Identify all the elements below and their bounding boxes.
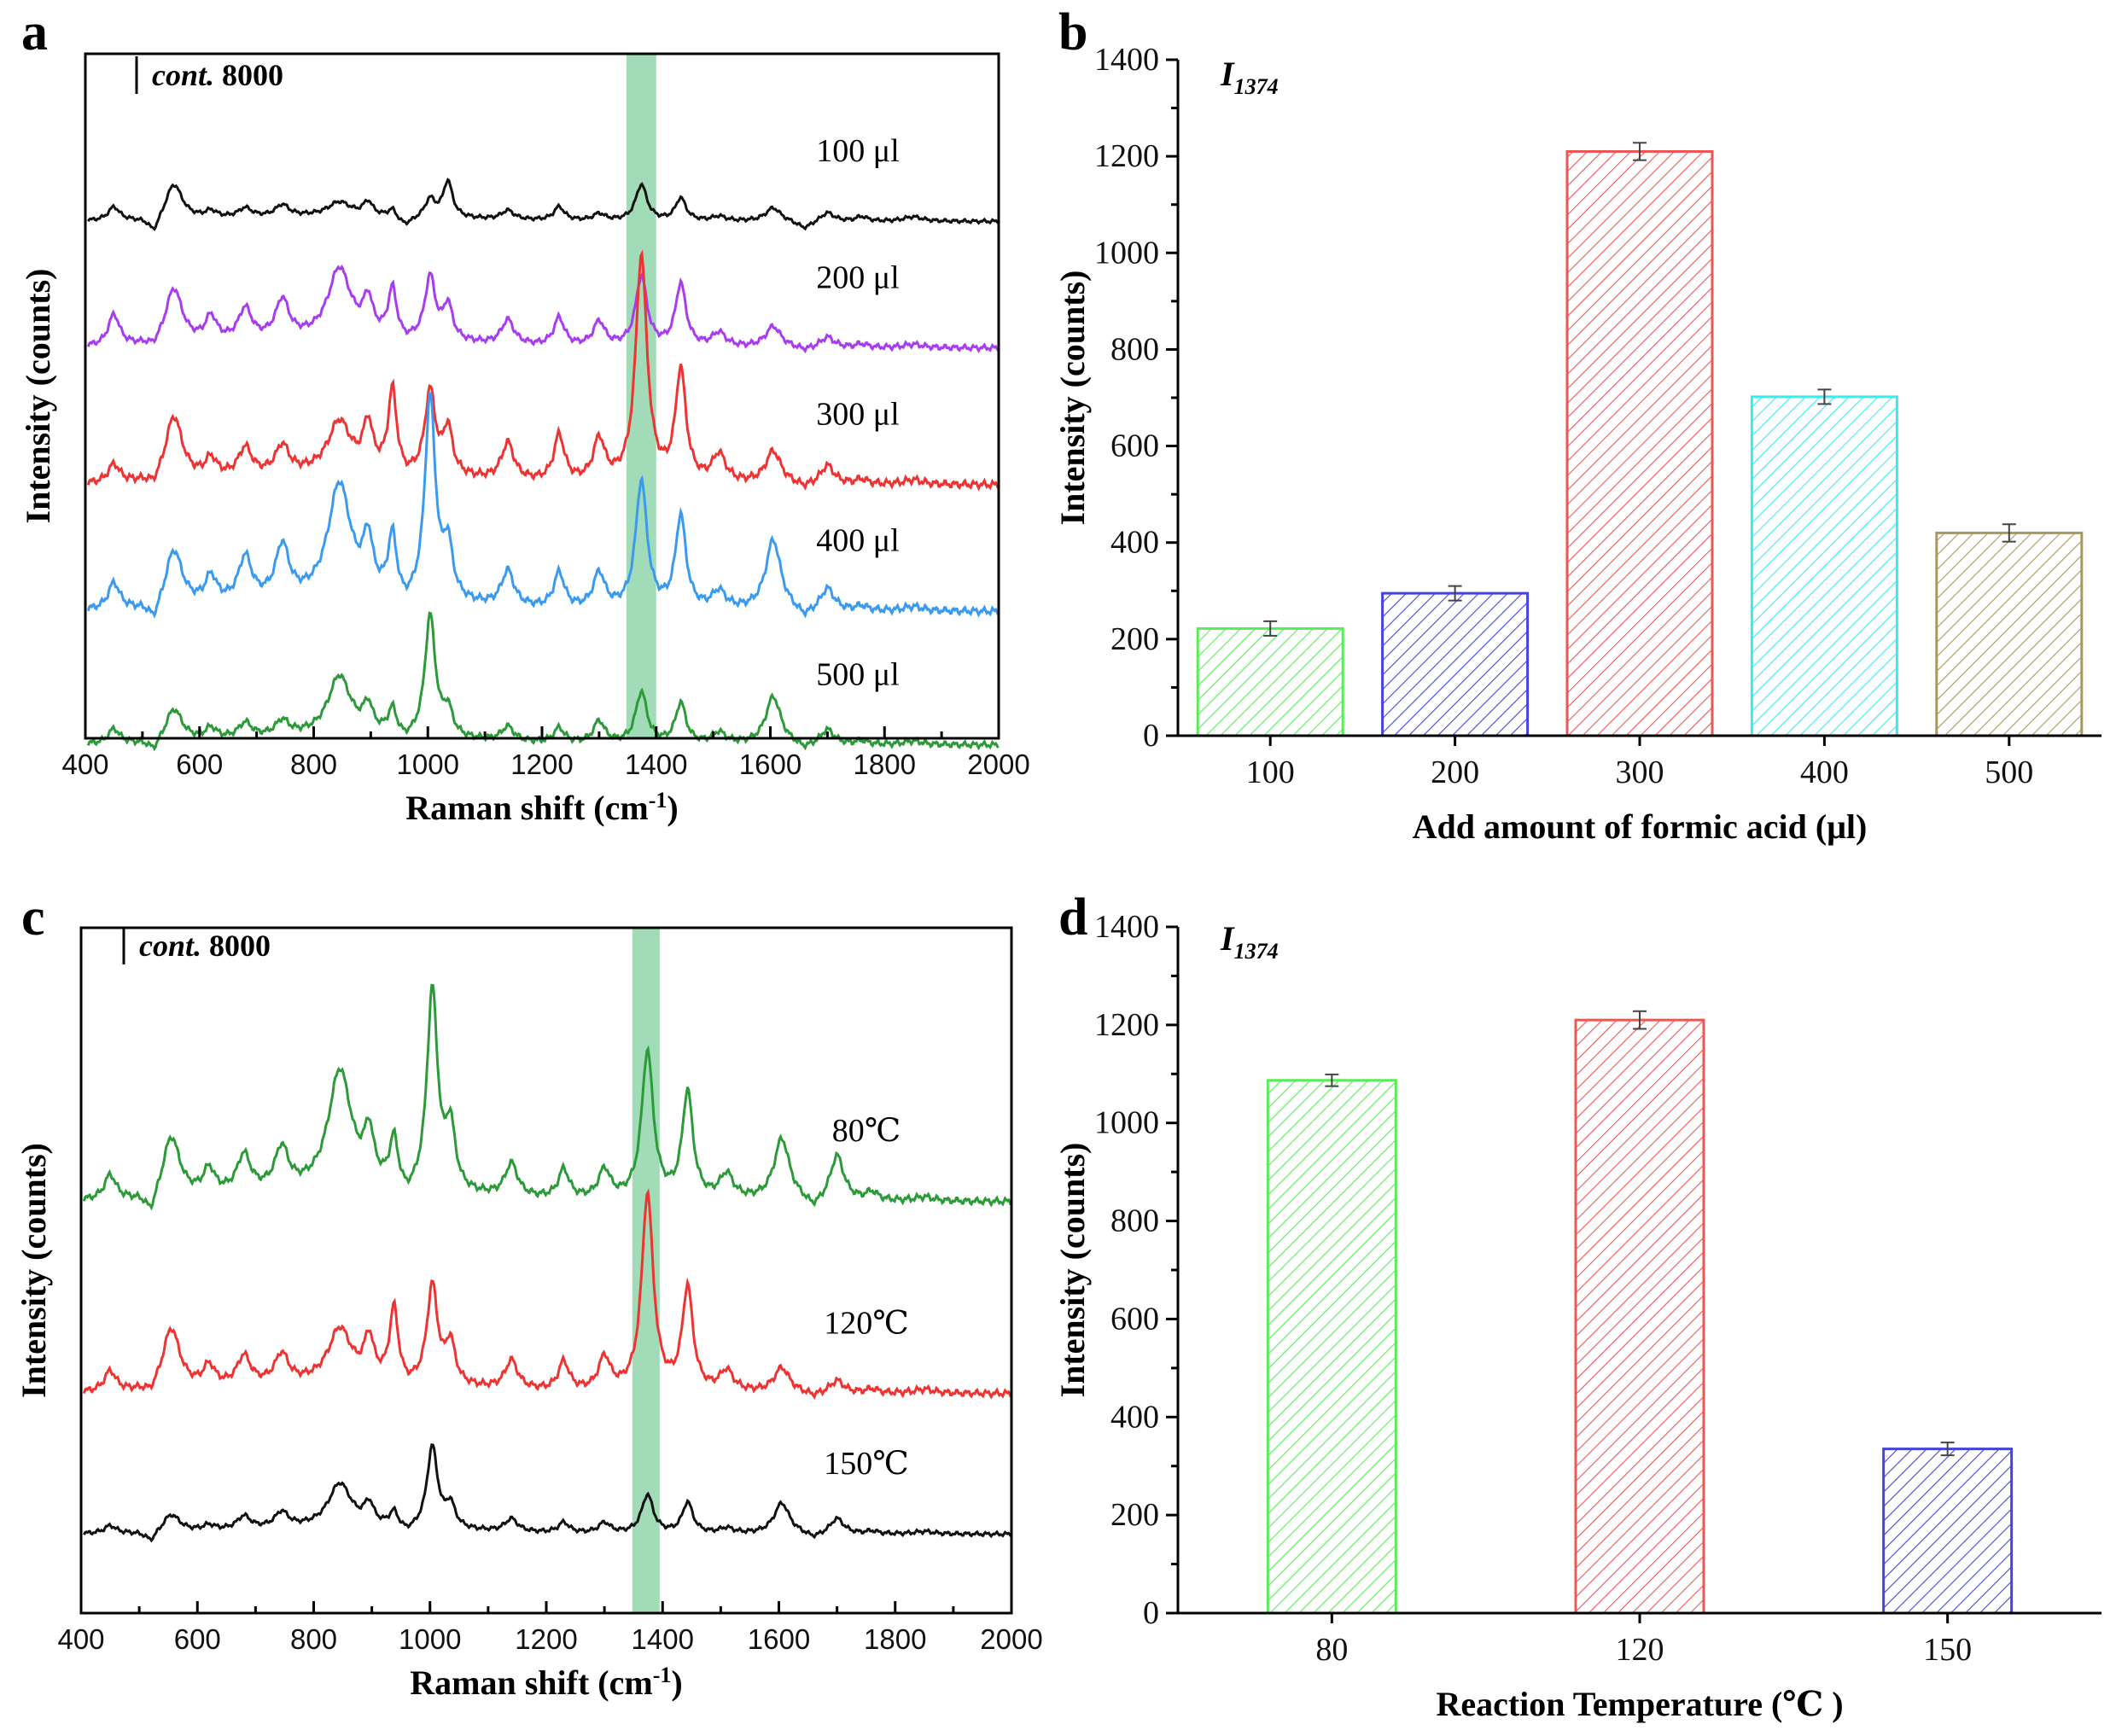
series-label-a-0: 100 μl — [816, 133, 899, 169]
y-tick-label-d-0: 0 — [1143, 1595, 1159, 1631]
x-tick-label-b-3: 400 — [1800, 754, 1849, 790]
x-axis-label-b: Add amount of formic acid (μl) — [1413, 807, 1868, 846]
series-label-c-2: 150℃ — [824, 1446, 909, 1482]
chart-title-d: I1374 — [1220, 919, 1279, 964]
x-tick-label-d-1: 120 — [1616, 1632, 1664, 1668]
series-line-a-4 — [86, 611, 1000, 752]
x-tick-label-a-2: 800 — [290, 749, 337, 780]
panel-label-d: d — [1058, 888, 1087, 947]
x-tick-label-b-0: 100 — [1246, 754, 1295, 790]
y-tick-label-d-6: 1200 — [1094, 1007, 1159, 1043]
y-tick-label-b-2: 400 — [1110, 525, 1159, 561]
bar-b-500 — [1935, 531, 2084, 737]
y-tick-label-b-6: 1200 — [1094, 138, 1159, 174]
chart-panel-d: 80 120 150 0 200 400 600 800 1000 1200 1400 Reactio… — [1053, 888, 2101, 1723]
y-tick-label-b-3: 600 — [1110, 428, 1159, 464]
series-label-a-3: 400 μl — [816, 523, 899, 559]
series-label-a-2: 300 μl — [816, 396, 899, 432]
x-tick-label-c-3: 1000 — [399, 1623, 461, 1655]
x-tick-label-a-8: 2000 — [967, 749, 1029, 780]
bar-d-150 — [1882, 1448, 2014, 1615]
y-axis-label-b: Intensity (counts) — [1053, 271, 1092, 526]
x-tick-label-a-1: 600 — [176, 749, 223, 780]
chart-panel-a: 100 μl 200 μl 300 μl 400 μl 500 μl 400 600 800 1… — [19, 3, 1030, 827]
plot-frame-c — [79, 926, 1013, 1615]
bar-b-300 — [1565, 149, 1714, 737]
y-tick-label-d-1: 200 — [1110, 1497, 1159, 1533]
y-tick-label-d-7: 1400 — [1094, 909, 1159, 945]
x-axis-label-c: Raman shift (cm-1) — [410, 1663, 682, 1702]
x-axis-label-d: Reaction Temperature (℃ ) — [1436, 1685, 1843, 1723]
y-tick-label-d-4: 800 — [1110, 1203, 1159, 1239]
bar-b-200 — [1381, 591, 1530, 737]
series-line-a-0 — [87, 178, 1000, 231]
y-tick-label-b-7: 1400 — [1094, 42, 1159, 78]
x-tick-label-c-1: 600 — [174, 1623, 221, 1655]
x-tick-label-b-2: 300 — [1616, 754, 1664, 790]
panel-label-c: c — [21, 888, 45, 947]
x-tick-label-c-8: 2000 — [980, 1623, 1042, 1655]
x-tick-label-a-4: 1200 — [510, 749, 573, 780]
x-tick-label-c-6: 1600 — [748, 1623, 810, 1655]
x-tick-label-d-0: 80 — [1315, 1632, 1348, 1668]
panel-label-a: a — [21, 3, 48, 61]
x-tick-label-a-0: 400 — [61, 749, 108, 780]
chart-title-b: I1374 — [1220, 55, 1279, 99]
bar-d-80 — [1266, 1079, 1397, 1615]
x-tick-label-c-2: 800 — [290, 1623, 337, 1655]
x-tick-label-c-5: 1400 — [632, 1623, 694, 1655]
y-tick-label-b-5: 1000 — [1094, 235, 1159, 271]
y-tick-label-b-0: 0 — [1143, 718, 1159, 754]
scale-bar-label-c: cont. 8000 — [139, 929, 271, 963]
x-axis-label-a: Raman shift (cm-1) — [405, 788, 678, 827]
chart-panel-c: 80℃ 120℃ 150℃ 400 600 800 1000 1200 1400 1600 1800… — [15, 888, 1043, 1702]
panel-label-b: b — [1058, 3, 1087, 61]
series-line-c-1 — [82, 1188, 1012, 1400]
x-tick-label-a-3: 1000 — [397, 749, 459, 780]
y-axis-label-c: Intensity (counts) — [15, 1143, 53, 1398]
series-label-c-1: 120℃ — [824, 1305, 909, 1341]
y-axis-label-d: Intensity (counts) — [1053, 1143, 1092, 1398]
y-tick-label-d-2: 400 — [1110, 1399, 1159, 1435]
x-tick-label-a-7: 1800 — [854, 749, 916, 780]
x-tick-label-c-7: 1800 — [864, 1623, 926, 1655]
y-tick-label-d-5: 1000 — [1094, 1105, 1159, 1141]
bar-d-120 — [1574, 1018, 1705, 1615]
bar-b-100 — [1196, 626, 1344, 737]
series-line-c-0 — [82, 983, 1012, 1211]
highlight-band-1374 — [626, 54, 656, 738]
x-tick-label-a-6: 1600 — [739, 749, 802, 780]
x-tick-label-c-0: 400 — [57, 1623, 104, 1655]
chart-panel-b: 100 200 300 400 500 0 200 400 600 800 1000 1200 1400… — [1053, 3, 2101, 846]
x-tick-label-a-5: 1400 — [625, 749, 687, 780]
y-tick-label-d-3: 600 — [1110, 1301, 1159, 1337]
x-tick-label-c-4: 1200 — [515, 1623, 577, 1655]
y-axis-label-a: Intensity (counts) — [19, 269, 57, 524]
bar-b-400 — [1750, 395, 1898, 737]
series-line-a-3 — [86, 391, 1000, 619]
series-label-a-4: 500 μl — [816, 656, 899, 692]
series-label-c-0: 80℃ — [832, 1113, 901, 1149]
x-tick-label-b-1: 200 — [1431, 754, 1479, 790]
x-tick-label-d-2: 150 — [1923, 1632, 1972, 1668]
series-line-c-2 — [83, 1443, 1012, 1543]
series-line-a-2 — [86, 249, 1000, 492]
series-label-a-1: 200 μl — [816, 259, 899, 295]
y-tick-label-b-1: 200 — [1110, 621, 1159, 657]
series-line-a-1 — [86, 265, 1000, 354]
y-tick-label-b-4: 800 — [1110, 331, 1159, 367]
scale-bar-label-a: cont. 8000 — [152, 58, 283, 92]
highlight-band-1374 — [632, 928, 660, 1613]
x-tick-label-b-4: 500 — [1985, 754, 2033, 790]
